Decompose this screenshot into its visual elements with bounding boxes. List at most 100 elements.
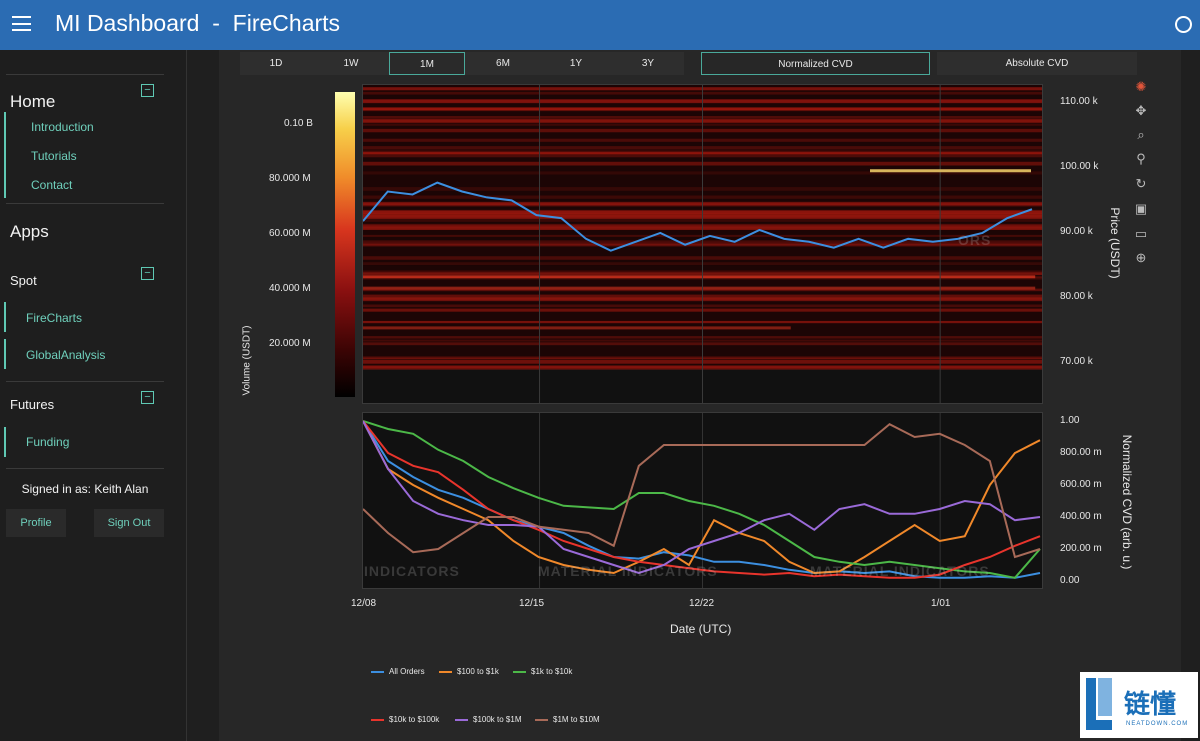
range-1m-button[interactable]: 1M xyxy=(389,52,465,75)
plotly-logo-icon[interactable]: ✺ xyxy=(1135,79,1147,94)
profile-button[interactable]: Profile xyxy=(6,509,66,537)
legend-swatch xyxy=(371,718,384,721)
legend-item[interactable]: All Orders xyxy=(371,667,425,676)
legend-item[interactable]: $100 to $1k xyxy=(439,667,499,676)
price-tick: 90.00 k xyxy=(1060,226,1093,237)
watermark-text: ORS xyxy=(958,232,992,248)
divider xyxy=(6,468,164,469)
heatmap-plot[interactable] xyxy=(362,84,1043,404)
legend-label: $1M to $10M xyxy=(553,715,600,724)
cvd-tick: 1.00 xyxy=(1060,415,1080,426)
sign-out-button[interactable]: Sign Out xyxy=(94,509,164,537)
price-tick: 100.00 k xyxy=(1060,161,1099,172)
legend-swatch xyxy=(371,670,384,673)
collapse-spot-button[interactable]: − xyxy=(141,267,154,280)
watermark-text: MATERIAL INDICATORS xyxy=(810,563,990,579)
legend-swatch xyxy=(455,718,468,721)
watermark-text: INDICATORS xyxy=(364,563,460,579)
divider xyxy=(6,74,164,75)
price-axis-title: Price (USDT) xyxy=(1108,207,1122,279)
collapse-home-button[interactable]: − xyxy=(141,84,154,97)
legend-swatch xyxy=(439,670,452,673)
status-circle-icon[interactable] xyxy=(1175,16,1192,33)
colorbar-tick: 60.000 M xyxy=(269,228,311,239)
heatmap-svg xyxy=(363,85,1042,403)
spike-lines-icon[interactable]: ⊕ xyxy=(1135,250,1147,265)
x-tick: 12/15 xyxy=(519,598,545,609)
reset-axes-icon[interactable]: ↻ xyxy=(1135,176,1147,191)
site-logo: 链懂 NEATDOWN.COM xyxy=(1080,672,1198,738)
volume-band xyxy=(363,286,1036,290)
legend-label: All Orders xyxy=(389,667,425,676)
x-tick: 12/08 xyxy=(351,598,377,609)
price-tick: 110.00 k xyxy=(1060,96,1098,107)
price-tick: 70.00 k xyxy=(1060,356,1093,367)
range-6m-button[interactable]: 6M xyxy=(496,58,510,69)
cvd-svg xyxy=(363,413,1041,588)
pan-icon[interactable]: ✥ xyxy=(1135,103,1147,118)
legend-label: $1k to $10k xyxy=(531,667,573,676)
legend-label: $100 to $1k xyxy=(457,667,499,676)
cvd-series-line xyxy=(363,420,1041,575)
group-indicator xyxy=(4,339,6,369)
cvd-tick: 0.00 xyxy=(1060,575,1080,586)
absolute-cvd-button[interactable]: Absolute CVD xyxy=(937,52,1137,75)
hover-compare-icon[interactable]: ▭ xyxy=(1134,226,1148,241)
sidebar-heading-spot: Spot xyxy=(10,273,37,288)
colorbar-tick: 0.10 B xyxy=(284,118,313,129)
range-1w-button[interactable]: 1W xyxy=(343,58,359,69)
range-3y-button[interactable]: 3Y xyxy=(641,58,655,69)
download-icon[interactable]: ▣ xyxy=(1134,201,1148,216)
legend-label: $10k to $100k xyxy=(389,715,440,724)
legend-item[interactable]: $100k to $1M xyxy=(455,715,521,724)
price-tick: 80.00 k xyxy=(1060,291,1093,302)
volume-colorbar xyxy=(335,92,355,397)
range-1d-button[interactable]: 1D xyxy=(269,58,283,69)
sidebar-heading-futures: Futures xyxy=(10,397,55,412)
collapse-futures-button[interactable]: − xyxy=(141,391,154,404)
legend-label: $100k to $1M xyxy=(473,715,522,724)
colorbar-tick: 80.000 M xyxy=(269,173,311,184)
cvd-tick: 800.00 m xyxy=(1060,447,1102,458)
page-title: MI Dashboard - FireCharts xyxy=(55,10,341,36)
x-tick: 12/22 xyxy=(689,598,715,609)
logo-text: 链懂 xyxy=(1124,690,1177,720)
legend-item[interactable]: $1M to $10M xyxy=(535,715,600,724)
colorbar-tick: 40.000 M xyxy=(269,283,311,294)
legend-item[interactable]: $10k to $100k xyxy=(371,715,439,724)
cvd-tick: 600.00 m xyxy=(1060,479,1102,490)
divider xyxy=(6,381,164,382)
sidebar-item-introduction[interactable]: Introduction xyxy=(31,120,94,134)
x-axis-title: Date (UTC) xyxy=(670,622,732,636)
cvd-plot[interactable] xyxy=(362,412,1043,589)
cvd-series-line xyxy=(363,420,1041,575)
x-tick: 1/01 xyxy=(931,598,951,609)
cvd-series-line xyxy=(363,420,1041,579)
top-header: MI Dashboard - FireCharts xyxy=(0,0,1200,50)
cvd-series-line xyxy=(363,420,1041,579)
zoom-icon[interactable]: ⌕ xyxy=(1137,127,1145,142)
group-indicator xyxy=(4,302,6,332)
sidebar: Home − Introduction Tutorials Contact Ap… xyxy=(0,50,187,741)
sidebar-heading-home: Home xyxy=(10,92,56,111)
normalized-cvd-button[interactable]: Normalized CVD xyxy=(701,52,930,75)
cvd-tick: 200.00 m xyxy=(1060,543,1102,554)
colorbar-title: Volume (USDT) xyxy=(241,325,253,396)
colorbar-tick: 20.000 M xyxy=(269,338,311,349)
volume-band xyxy=(363,326,791,330)
zoom-in-out-icon[interactable]: ⚲ xyxy=(1136,151,1146,166)
legend-swatch xyxy=(513,670,526,673)
cvd-series-line xyxy=(363,423,1041,559)
menu-icon[interactable] xyxy=(12,16,31,31)
logo-subtext: NEATDOWN.COM xyxy=(1126,721,1189,727)
sidebar-item-contact[interactable]: Contact xyxy=(31,178,73,192)
sidebar-item-tutorials[interactable]: Tutorials xyxy=(31,149,77,163)
group-indicator xyxy=(4,112,6,198)
sidebar-item-firecharts[interactable]: FireCharts xyxy=(26,311,83,325)
sidebar-item-funding[interactable]: Funding xyxy=(26,435,70,449)
legend-item[interactable]: $1k to $10k xyxy=(513,667,572,676)
range-1y-button[interactable]: 1Y xyxy=(569,58,583,69)
sidebar-item-globalanalysis[interactable]: GlobalAnalysis xyxy=(26,348,106,362)
group-indicator xyxy=(4,427,6,457)
watermark-text: MATERIAL INDICATORS xyxy=(538,563,718,579)
